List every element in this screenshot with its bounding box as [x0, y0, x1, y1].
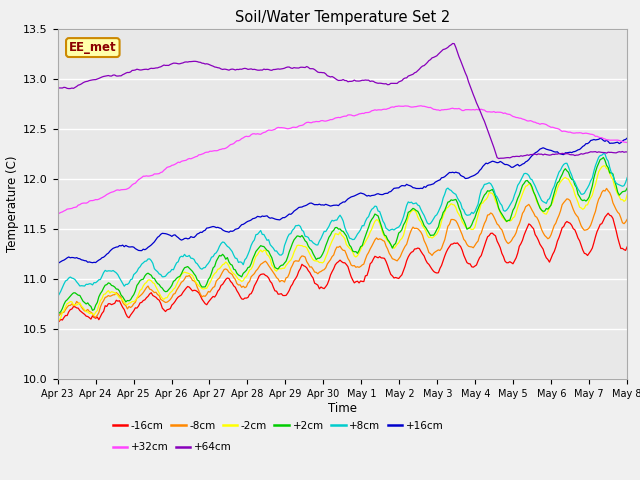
+8cm	[124, 282, 131, 288]
-2cm	[223, 261, 231, 266]
-16cm	[604, 210, 612, 216]
+64cm	[303, 64, 310, 70]
+32cm	[125, 185, 133, 191]
+32cm	[417, 103, 425, 108]
-2cm	[243, 274, 250, 279]
+16cm	[223, 229, 231, 235]
+64cm	[495, 156, 502, 161]
+8cm	[623, 175, 631, 180]
+32cm	[54, 210, 61, 216]
-8cm	[54, 313, 61, 319]
+64cm	[595, 149, 602, 155]
+8cm	[243, 255, 250, 261]
-8cm	[593, 202, 601, 207]
+64cm	[623, 149, 631, 155]
-16cm	[243, 295, 250, 301]
-16cm	[623, 244, 631, 250]
Line: -8cm: -8cm	[58, 189, 627, 317]
+16cm	[243, 219, 250, 225]
+32cm	[55, 210, 63, 216]
+16cm	[54, 261, 61, 267]
+32cm	[225, 143, 233, 149]
-2cm	[54, 317, 61, 323]
+16cm	[252, 215, 260, 220]
Line: +64cm: +64cm	[58, 44, 627, 158]
-8cm	[603, 186, 611, 192]
-8cm	[244, 280, 252, 286]
-16cm	[223, 275, 231, 281]
+32cm	[595, 134, 602, 140]
+2cm	[623, 185, 631, 191]
-16cm	[303, 265, 310, 271]
-8cm	[623, 216, 631, 222]
+32cm	[244, 134, 252, 140]
-16cm	[591, 234, 599, 240]
-2cm	[124, 302, 131, 308]
-8cm	[125, 304, 133, 310]
-16cm	[124, 314, 131, 320]
-2cm	[601, 163, 609, 169]
Text: EE_met: EE_met	[69, 41, 116, 54]
Line: -2cm: -2cm	[58, 166, 627, 320]
-8cm	[305, 261, 312, 267]
+32cm	[253, 131, 261, 137]
+2cm	[124, 298, 131, 303]
Y-axis label: Temperature (C): Temperature (C)	[6, 156, 19, 252]
+2cm	[303, 240, 310, 245]
+8cm	[591, 163, 599, 168]
-2cm	[252, 253, 260, 259]
-8cm	[225, 269, 233, 275]
Line: -16cm: -16cm	[58, 213, 627, 323]
+2cm	[591, 169, 599, 175]
+64cm	[243, 66, 250, 72]
+16cm	[623, 135, 631, 141]
-2cm	[591, 181, 599, 187]
+64cm	[223, 67, 231, 72]
+8cm	[54, 294, 61, 300]
Legend: +32cm, +64cm: +32cm, +64cm	[108, 438, 236, 456]
Line: +8cm: +8cm	[58, 154, 627, 297]
-8cm	[253, 266, 261, 272]
+2cm	[54, 311, 61, 317]
-8cm	[92, 314, 99, 320]
+32cm	[623, 140, 631, 145]
Line: +16cm: +16cm	[58, 138, 627, 264]
+32cm	[305, 120, 312, 125]
+2cm	[223, 255, 231, 261]
Title: Soil/Water Temperature Set 2: Soil/Water Temperature Set 2	[235, 10, 450, 25]
+64cm	[449, 41, 456, 47]
+64cm	[252, 67, 260, 72]
-2cm	[303, 245, 310, 251]
-2cm	[623, 192, 631, 197]
-16cm	[252, 280, 260, 286]
+64cm	[124, 70, 131, 75]
+16cm	[124, 243, 131, 249]
-16cm	[54, 320, 61, 325]
+2cm	[252, 249, 260, 254]
+2cm	[243, 267, 250, 273]
Line: +32cm: +32cm	[58, 106, 627, 213]
+64cm	[54, 85, 61, 91]
+8cm	[303, 234, 310, 240]
+8cm	[223, 243, 231, 249]
X-axis label: Time: Time	[328, 402, 357, 415]
+16cm	[303, 202, 310, 208]
+8cm	[600, 151, 607, 156]
+8cm	[252, 232, 260, 238]
+16cm	[591, 137, 599, 143]
Line: +2cm: +2cm	[58, 157, 627, 314]
+2cm	[600, 155, 607, 160]
